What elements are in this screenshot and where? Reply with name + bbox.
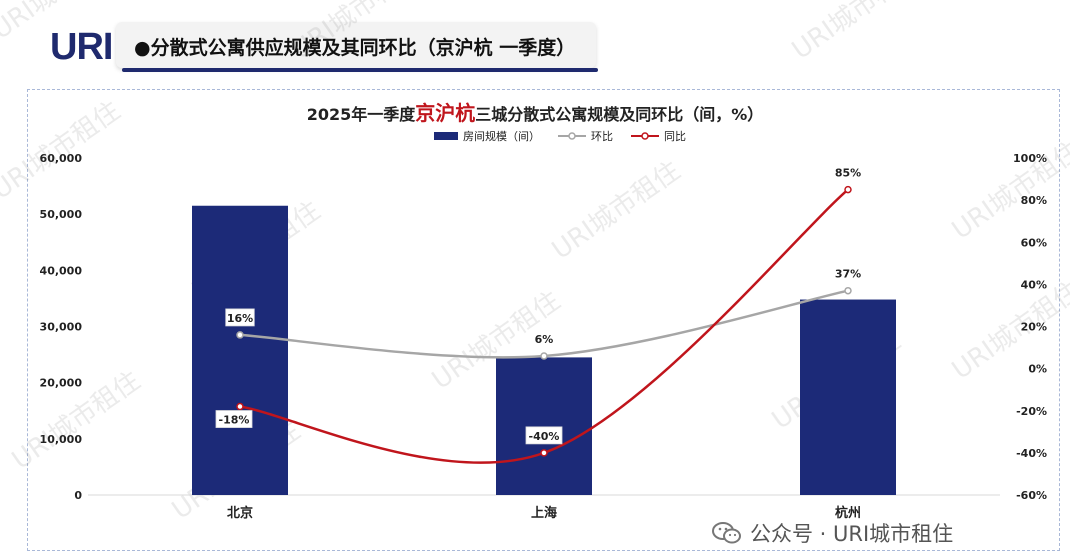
uri-logo: URI — [50, 26, 113, 68]
y-right-tick-label: 40% — [1021, 278, 1047, 291]
qoq-data-label: 16% — [227, 312, 253, 325]
y-right-tick-label: -40% — [1016, 447, 1047, 460]
y-left-tick-label: 40,000 — [40, 264, 83, 277]
legend-swatch-yoy — [631, 132, 659, 140]
chart-title-prefix: 2025年一季度 — [306, 105, 416, 124]
y-right-tick-label: -20% — [1016, 405, 1047, 418]
y-right-tick-label: 60% — [1021, 236, 1047, 249]
qoq-data-label: 6% — [535, 333, 554, 346]
chart-title: 2025年一季度京沪杭三城分散式公寓规模及同环比（间，%） — [0, 97, 1070, 126]
watermark-text: URI城市租住 — [287, 0, 426, 66]
legend-label-qoq: 环比 — [591, 130, 613, 143]
y-left-tick-label: 20,000 — [40, 377, 83, 390]
legend-label-yoy: 同比 — [664, 130, 686, 143]
watermark-text: URI城市租住 — [947, 276, 1070, 386]
chart-title-highlight: 京沪杭 — [415, 101, 476, 125]
y-left-tick-label: 0 — [74, 489, 82, 502]
header-underline — [122, 68, 598, 72]
qoq-point — [236, 331, 244, 339]
y-right-tick-label: -60% — [1016, 489, 1047, 502]
chart-frame — [27, 89, 1060, 551]
legend-item-qoq: 环比 — [558, 128, 613, 144]
bar — [800, 299, 896, 495]
bar — [192, 205, 288, 495]
yoy-point — [236, 402, 244, 411]
y-left-tick-label: 10,000 — [40, 433, 83, 446]
yoy-data-label: -40% — [529, 430, 560, 443]
yoy-data-label: -18% — [219, 414, 250, 427]
qoq-label-box — [225, 308, 255, 327]
watermark-text: URI城市租住 — [947, 136, 1070, 246]
y-left-tick-label: 50,000 — [40, 208, 83, 221]
legend-label-bar: 房间规模（间） — [463, 130, 540, 143]
watermark-text: URI城市租住 — [787, 0, 926, 66]
footer-text: 公众号 · URI城市租住 — [750, 522, 954, 546]
y-left-tick-label: 60,000 — [40, 152, 83, 165]
wechat-icon — [712, 522, 741, 544]
bar — [496, 357, 592, 495]
yoy-label-box — [525, 426, 563, 445]
y-left-tick-label: 30,000 — [40, 321, 83, 334]
chart-title-suffix: 三城分散式公寓规模及同环比（间，%） — [475, 105, 764, 124]
footer: 公众号 · URI城市租住 — [712, 518, 953, 548]
legend-item-bar: 房间规模（间） — [434, 128, 540, 144]
page-title: ●分散式公寓供应规模及其同环比（京沪杭 一季度） — [134, 37, 576, 59]
watermark-text: URI城市租住 — [0, 96, 126, 206]
header-banner — [116, 22, 596, 68]
qoq-point — [540, 352, 548, 360]
x-tick-label: 北京 — [227, 505, 253, 521]
y-right-tick-label: 0% — [1028, 363, 1047, 376]
yoy-point — [540, 449, 548, 457]
y-right-tick-label: 100% — [1013, 152, 1047, 165]
yoy-data-label: 85% — [835, 167, 861, 180]
y-right-tick-label: 80% — [1021, 194, 1047, 207]
y-right-tick-label: 20% — [1021, 321, 1047, 334]
qoq-point — [844, 286, 852, 295]
legend-item-yoy: 同比 — [631, 128, 686, 144]
x-tick-label: 上海 — [531, 505, 557, 521]
watermark-text: URI城市租住 — [547, 156, 686, 266]
legend-swatch-qoq — [558, 132, 586, 140]
qoq-data-label: 37% — [835, 268, 861, 281]
yoy-label-box — [215, 410, 253, 428]
yoy-point — [844, 185, 852, 194]
chart-legend: 房间规模（间） 环比 同比 — [434, 128, 686, 144]
x-tick-label: 杭州 — [835, 505, 861, 521]
watermark-text: URI城市租住 — [0, 0, 126, 46]
legend-swatch-bar — [434, 132, 458, 140]
